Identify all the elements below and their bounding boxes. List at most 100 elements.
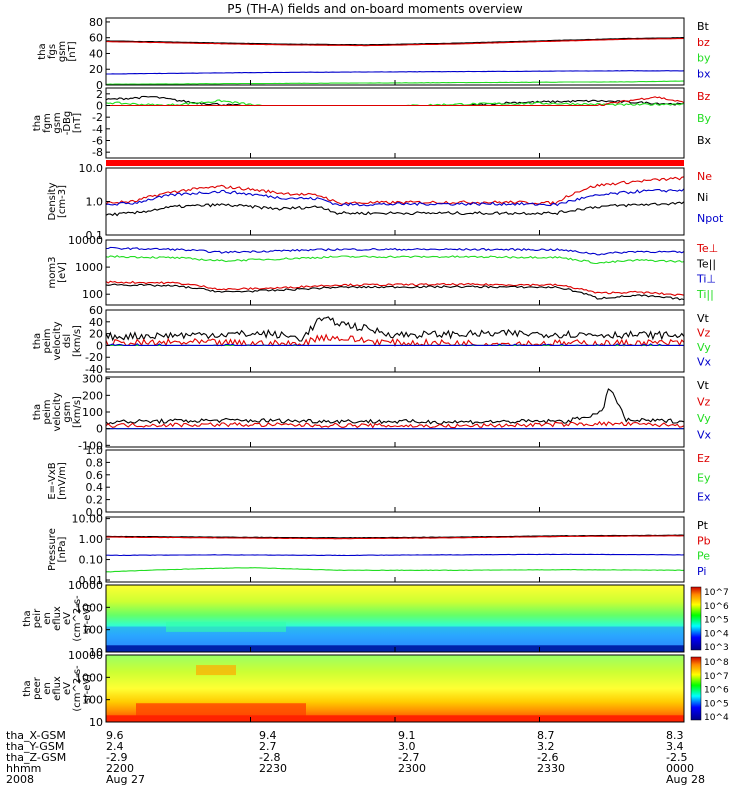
x-tick-value: 2230 (259, 762, 287, 775)
y-axis-label: en (42, 612, 53, 625)
legend-entry: Vx (697, 356, 712, 369)
colorbar-tick-label: 10^7 (704, 588, 729, 598)
panel-frame (105, 17, 685, 86)
y-axis-label: (cm^2-s- (72, 665, 83, 712)
y-axis-label: tha (22, 610, 33, 626)
y-tick-label: 100 (82, 406, 103, 419)
y-axis-label: [nPa] (57, 536, 68, 562)
series-line (106, 535, 684, 540)
panel-ion_spectrogram: tha peir en eflux eV (cm^2-s-sr-eV) 10^3 10^4 10… (22, 579, 729, 659)
y-axis-label: gsm (52, 112, 63, 133)
figure-title: P5 (TH-A) fields and on-board moments ov… (227, 2, 523, 16)
y-axis-label: tha (37, 43, 48, 59)
y-tick-label: -2 (92, 111, 103, 124)
panel-electron_spectrogram: tha peer en eflux eV (cm^2-s-sr-eV) 10^4 10^5 10… (22, 649, 729, 729)
panel-frame (105, 449, 685, 513)
y-tick-label: 20 (89, 328, 103, 341)
x-tick-value: 2300 (398, 762, 426, 775)
y-axis-label: eflux (52, 676, 63, 701)
y-tick-label: 0.01 (79, 574, 104, 587)
series-line (106, 343, 684, 346)
y-tick-label: 1.00 (79, 533, 104, 546)
colorbar-tick-label: 10^3 (704, 643, 729, 653)
y-axis-label: eflux (52, 606, 63, 631)
y-tick-label: 20 (89, 63, 103, 76)
legend-entry: bx (697, 67, 711, 80)
y-tick-label: 1000 (75, 261, 103, 274)
x-tick-value: 3.0 (398, 740, 416, 753)
y-tick-label: 0 (96, 339, 103, 352)
x-row-label: tha_Z-GSM (6, 751, 66, 764)
legend-entry: Ni (697, 191, 708, 204)
series-line (105, 255, 685, 265)
colorbar-tick-label: 10^6 (704, 602, 729, 612)
x-tick-value: -2.8 (259, 751, 280, 764)
series-line (105, 316, 685, 342)
x-tick-value: 2200 (106, 762, 134, 775)
y-tick-label: -8 (92, 146, 103, 159)
y-axis-label: -DBg (62, 111, 73, 136)
legend-entry: Bx (697, 134, 712, 147)
x-tick-value: Aug 28 (666, 773, 705, 786)
y-tick-label: 0.4 (86, 481, 104, 494)
x-tick-value: Aug 27 (106, 773, 145, 786)
panel-pressure: Pressure [nPa] 0.01 0.10 1.00 10.00 Pt Pb Pe Pi (47, 513, 711, 587)
series-line (105, 188, 685, 207)
panel-frame (105, 376, 685, 448)
y-tick-label: 100 (82, 624, 103, 637)
x-tick-value: 2330 (537, 762, 565, 775)
y-tick-label: 1000 (75, 671, 103, 684)
x-tick-value: -2.5 (666, 751, 687, 764)
colorbar-tick-label: 10^8 (704, 658, 729, 668)
panel-temperature: mom3 [eV] 100 1000 10000 Te⊥ Te|| Ti⊥ Ti|| (47, 234, 718, 306)
y-axis-label: peim (42, 399, 53, 424)
legend-entry: Ez (697, 452, 710, 465)
y-tick-label: 0.10 (79, 554, 104, 567)
y-axis-label: peer (32, 676, 43, 700)
colorbar-tick-label: 10^7 (704, 672, 729, 682)
legend-entry: Vy (697, 341, 711, 354)
y-tick-label: 2 (96, 88, 103, 101)
y-tick-label: 10.00 (72, 513, 104, 526)
legend-entry: Vt (697, 312, 710, 325)
legend-entry: Pb (697, 534, 711, 547)
y-axis-label: eV (62, 612, 73, 625)
y-tick-label: 0.0 (86, 506, 104, 519)
legend-entry: Npot (697, 212, 724, 225)
y-axis-label: sr-eV) (82, 604, 93, 633)
y-axis-label: eV (62, 682, 73, 695)
legend-entry: Vx (697, 429, 712, 442)
y-axis-label: gsm (57, 41, 68, 62)
legend-entry: Pe (697, 550, 710, 563)
y-tick-label: 40 (89, 316, 103, 329)
legend-entry: Pt (697, 519, 709, 532)
y-axis-label: peim (42, 328, 53, 353)
y-axis-label: [eV] (57, 262, 68, 283)
y-tick-label: 1000 (75, 601, 103, 614)
legend-entry: By (697, 112, 712, 125)
series-line (106, 553, 685, 557)
panel-fgs: tha fgs gsm [nT] 0 20 40 60 80 Bt bz by bx (37, 16, 711, 92)
x-row-label: 2008 (6, 773, 34, 786)
legend-entry: Ti|| (696, 288, 714, 301)
y-axis-label: Pressure (47, 528, 58, 571)
series-line (105, 280, 685, 297)
y-axis-label: tha (32, 404, 43, 420)
panel-fgm: tha fgm gsm -DBg [nT] -8-6-4-202 Bz By Bx (32, 87, 712, 159)
x-tick-value: 9.1 (398, 729, 416, 742)
series-line (105, 283, 685, 301)
panel-frame (105, 87, 685, 159)
colorbar-tick-label: 10^6 (704, 686, 729, 696)
x-row-label: tha_Y-GSM (6, 740, 64, 753)
y-axis-label: velocity (52, 392, 63, 431)
y-tick-label: -100 (78, 439, 103, 452)
panel-velocity_gsm: tha peim velocity gsm [km/s] -100 0 100 200 300 Vt… (32, 373, 712, 453)
spectrogram-band (166, 621, 286, 632)
y-axis-label: peir (32, 608, 43, 628)
y-axis-label: [km/s] (72, 325, 83, 357)
legend-entry: Vz (697, 396, 711, 409)
y-tick-label: 0.2 (86, 494, 104, 507)
y-tick-label: 10000 (68, 234, 103, 247)
y-axis-label: Density (47, 182, 58, 220)
